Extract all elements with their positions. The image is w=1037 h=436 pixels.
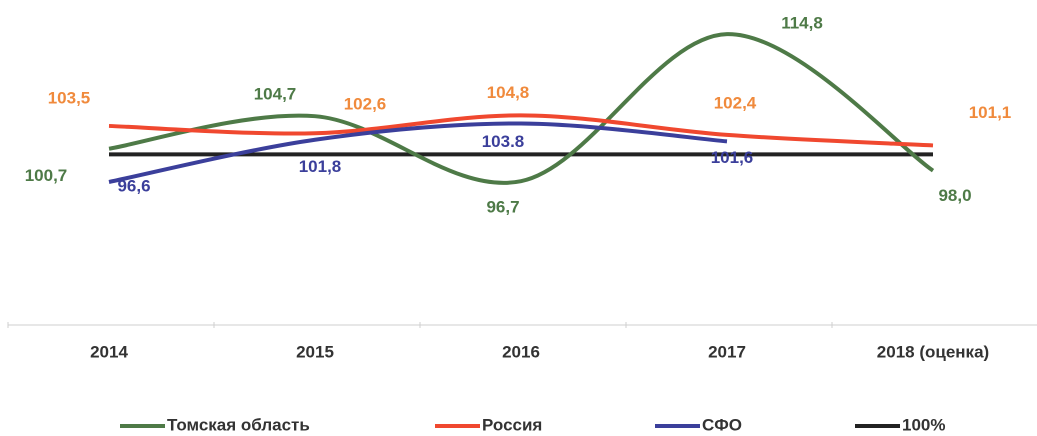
data-label: 114,8 [781,14,823,33]
data-label: 103.8 [482,132,525,151]
data-label: 100,7 [25,166,68,185]
legend-label: 100% [902,415,945,434]
legend-label: СФО [702,415,742,434]
x-tick-label: 2014 [90,342,128,361]
data-label: 98,0 [938,186,971,205]
x-tick-label: 2018 (оценка) [877,342,989,361]
x-tick-label: 2017 [708,342,746,361]
data-label: 103,5 [48,88,91,107]
data-label: 104,8 [487,83,530,102]
data-label: 104,7 [254,85,297,104]
x-tick-label: 2015 [296,342,334,361]
legend-label: Томская область [167,415,310,434]
legend-label: Россия [482,415,542,434]
data-label: 102,4 [714,93,757,112]
data-label: 102,6 [344,95,387,114]
data-label: 101,1 [969,103,1012,122]
series-line [108,32,935,185]
data-label: 96,6 [117,176,150,195]
series-line [108,121,728,184]
x-tick-label: 2016 [502,342,540,361]
data-label: 96,7 [486,198,519,217]
data-label: 101,8 [299,157,342,176]
series-line [108,113,934,148]
data-label: 101,6 [711,148,754,167]
